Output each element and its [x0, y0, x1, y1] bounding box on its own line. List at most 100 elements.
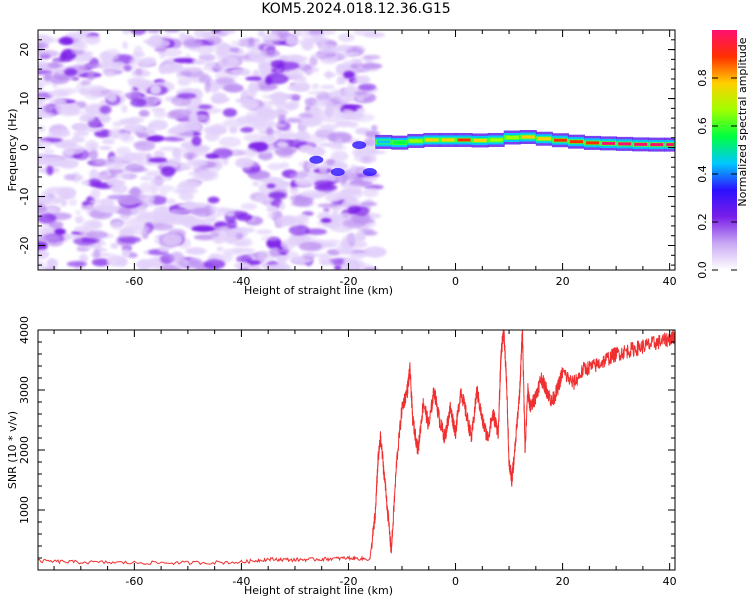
noise-blob	[138, 57, 150, 68]
signal-band	[377, 140, 391, 144]
colorbar-tick-label: 0.8	[696, 69, 709, 87]
noise-blob	[301, 252, 323, 258]
noise-blob	[81, 204, 94, 211]
noise-blob	[153, 109, 167, 118]
noise-blob	[349, 251, 367, 260]
noise-blob	[128, 116, 145, 124]
x-tick-label: -40	[232, 275, 250, 288]
noise-blob	[138, 87, 149, 93]
heatmap-xlabel: Height of straight line (km)	[244, 284, 393, 297]
noise-blob	[193, 30, 207, 39]
noise-blob	[223, 83, 244, 93]
noise-blob	[268, 236, 279, 242]
noise-blob	[184, 201, 192, 211]
noise-blob	[191, 225, 216, 232]
noise-blob	[235, 157, 255, 169]
noise-blob	[281, 217, 299, 224]
noise-blob	[74, 210, 82, 215]
noise-blob	[239, 102, 259, 108]
noise-blob	[222, 30, 236, 34]
noise-blob	[267, 212, 276, 219]
noise-blob	[87, 70, 95, 81]
y-tick-label: 0	[18, 144, 31, 151]
noise-blob	[276, 141, 289, 148]
noise-blob	[310, 105, 321, 117]
noise-blob	[139, 176, 154, 181]
noise-blob	[348, 184, 363, 192]
x-tick-label: 0	[452, 275, 459, 288]
noise-blob	[68, 199, 78, 206]
noise-blob	[128, 224, 150, 235]
noise-blob	[46, 165, 54, 176]
noise-blob	[167, 157, 181, 165]
signal-band	[666, 143, 674, 147]
noise-blob	[112, 121, 124, 128]
noise-blob	[257, 30, 266, 37]
noise-blob	[72, 131, 80, 141]
signal-band	[537, 137, 551, 141]
x-tick-label: 40	[663, 275, 677, 288]
noise-blob	[276, 61, 300, 70]
noise-blob	[186, 144, 211, 153]
noise-blob	[88, 221, 101, 228]
noise-blob	[66, 261, 87, 267]
noise-blob	[38, 125, 46, 133]
signal-band	[650, 143, 664, 147]
noise-blob	[361, 62, 383, 70]
noise-blob	[122, 41, 129, 50]
noise-blob	[325, 127, 336, 132]
noise-blob	[60, 142, 77, 148]
noise-blob	[194, 172, 219, 182]
noise-blob	[76, 30, 87, 39]
noise-blob	[135, 212, 156, 222]
noise-blob	[289, 186, 300, 195]
noise-blob	[145, 124, 155, 135]
noise-blob	[218, 136, 242, 148]
noise-blob	[49, 74, 70, 85]
noise-blob	[235, 232, 244, 240]
noise-blob	[265, 202, 272, 208]
noise-blob	[346, 194, 353, 204]
noise-blob	[151, 210, 171, 223]
noise-blob	[310, 53, 326, 58]
noise-blob	[222, 108, 237, 118]
noise-blob	[246, 111, 261, 123]
noise-blob	[247, 171, 269, 179]
noise-blob	[326, 158, 336, 166]
noise-blob	[268, 191, 287, 199]
noise-blob	[84, 63, 103, 68]
noise-blob	[275, 132, 299, 140]
noise-blob	[363, 267, 379, 270]
noise-blob	[127, 252, 138, 258]
noise-blob	[305, 228, 327, 235]
noise-blob	[291, 69, 304, 82]
noise-blob	[294, 236, 317, 241]
y-tick-label: -10	[18, 188, 31, 206]
noise-blob	[334, 120, 353, 128]
noise-blob	[170, 208, 191, 214]
signal-band	[602, 141, 616, 145]
noise-blob	[287, 85, 310, 91]
noise-blob	[307, 90, 326, 96]
noise-blob	[160, 166, 176, 177]
colorbar-tick-label: 0.6	[696, 117, 709, 135]
noise-blob	[80, 79, 91, 86]
noise-blob	[265, 76, 273, 85]
noise-blob	[262, 39, 281, 46]
noise-blob	[243, 148, 258, 158]
noise-blob	[116, 220, 137, 225]
chart-title: KOM5.2024.018.12.36.G15	[261, 1, 451, 17]
noise-blob	[285, 34, 298, 47]
noise-blob	[198, 53, 216, 62]
noise-blob	[266, 264, 284, 270]
noise-blob	[85, 140, 99, 152]
noise-blob	[148, 157, 168, 163]
noise-blob	[298, 113, 315, 118]
noise-blob	[209, 253, 223, 260]
noise-blob	[371, 125, 378, 131]
signal-band	[473, 138, 487, 142]
noise-blob	[215, 77, 235, 85]
noise-blob	[58, 36, 73, 46]
noise-blob	[153, 150, 165, 160]
noise-blob	[106, 255, 127, 267]
